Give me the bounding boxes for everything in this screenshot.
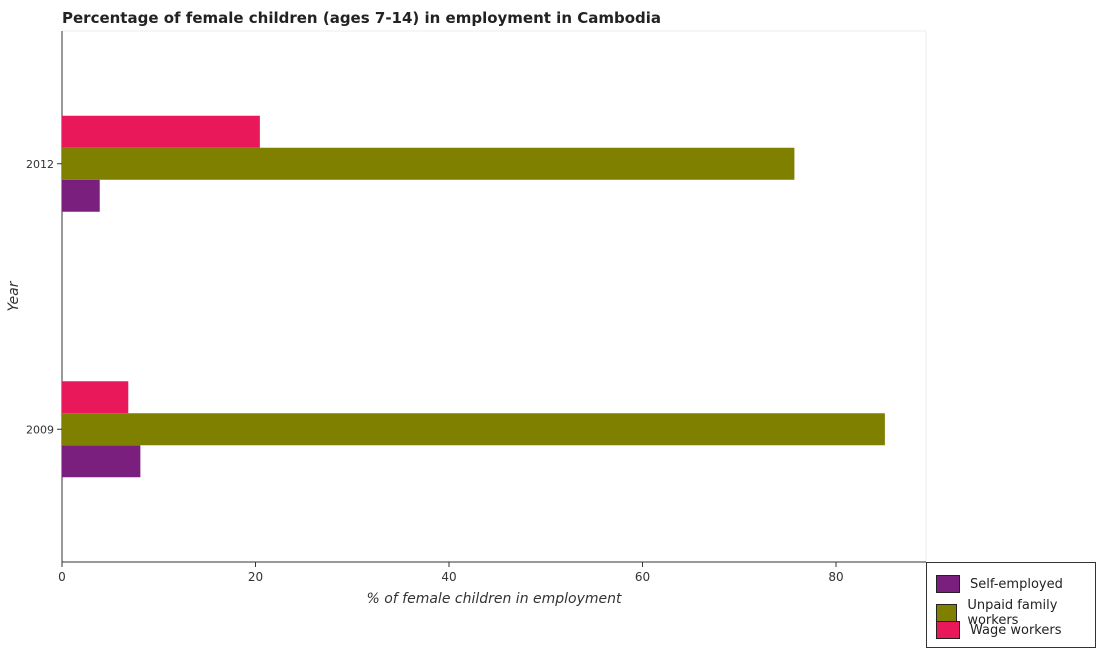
- legend-item-unpaid-family-workers: Unpaid family workers: [936, 598, 1095, 628]
- bar-unpaid-family-workers-2012: [62, 147, 795, 180]
- legend-label-self-employed: Self-employed: [970, 576, 1063, 592]
- legend-label-wage-workers: Wage workers: [970, 622, 1062, 638]
- legend-item-wage-workers: Wage workers: [936, 621, 1061, 639]
- bar-self-employed-2009: [62, 445, 141, 478]
- legend-item-self-employed: Self-employed: [936, 575, 1063, 593]
- x-axis-label: % of female children in employment: [366, 591, 622, 607]
- legend: Self-employed Unpaid family workers Wage…: [926, 562, 1096, 648]
- x-tick-label: 80: [828, 570, 843, 584]
- x-tick-label: 20: [248, 570, 263, 584]
- chart-title: Percentage of female children (ages 7-14…: [62, 9, 662, 27]
- legend-swatch-unpaid-family-workers: [936, 604, 958, 622]
- legend-swatch-self-employed: [936, 575, 960, 593]
- legend-label-unpaid-family-workers: Unpaid family workers: [967, 598, 1058, 628]
- y-axis-label: Year: [6, 280, 22, 311]
- x-tick-label: 40: [441, 570, 456, 584]
- y-tick-label: 2009: [26, 423, 54, 436]
- bar-wage-workers-2012: [62, 115, 260, 148]
- bar-self-employed-2012: [62, 179, 100, 212]
- legend-swatch-wage-workers: [936, 621, 960, 639]
- bar-unpaid-family-workers-2009: [62, 413, 885, 446]
- x-tick-label: 60: [635, 570, 650, 584]
- plot-frame: [61, 30, 927, 563]
- x-tick-label: 0: [58, 570, 66, 584]
- bar-wage-workers-2009: [62, 381, 129, 414]
- y-tick-label: 2012: [26, 158, 54, 171]
